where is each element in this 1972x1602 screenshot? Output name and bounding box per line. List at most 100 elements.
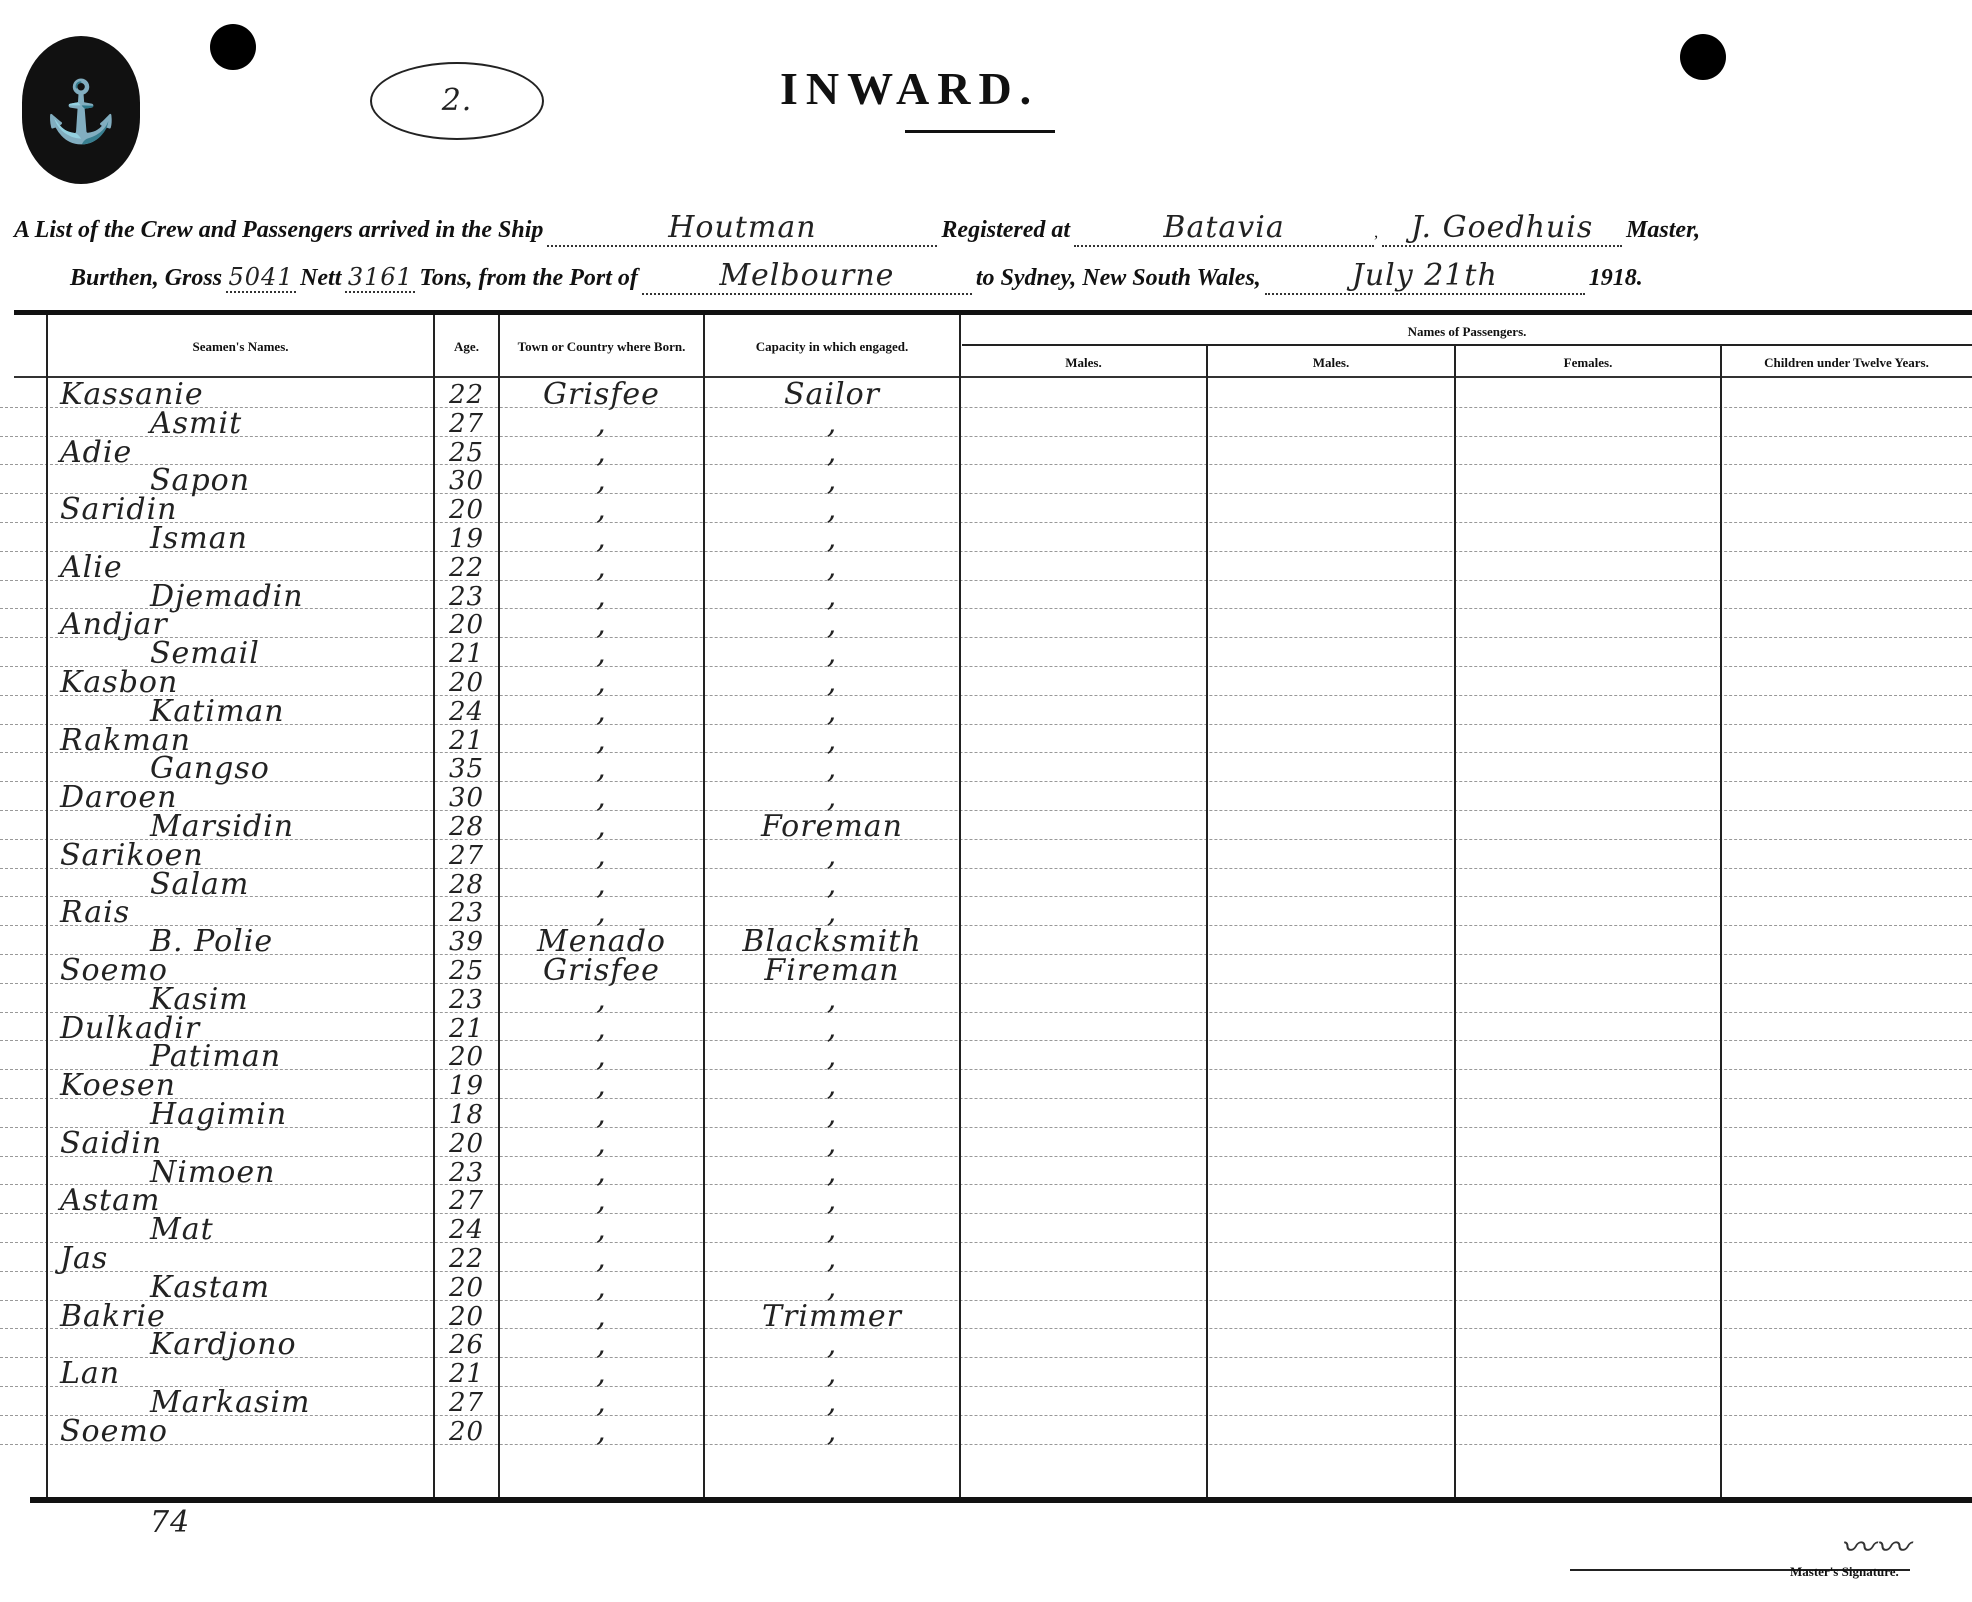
signature-label: Master's Signature. (1790, 1564, 1899, 1579)
header-line-2: Burthen, Gross 5041 Nett 3161 Tons, from… (70, 258, 1970, 295)
crew-name: Asmit (150, 405, 243, 441)
column-divider (433, 315, 435, 1497)
crew-capacity: , (826, 1327, 838, 1363)
crew-row: Astam 27,, (0, 1183, 1972, 1219)
crew-row: Salam 28,, (0, 867, 1972, 901)
crew-age: 21 (448, 725, 485, 756)
crew-age: 21 (448, 639, 485, 670)
punch-hole (1680, 34, 1726, 80)
crew-name: Bakrie (60, 1298, 166, 1334)
crew-age: 23 (448, 898, 485, 929)
crew-row: Rakman 21,, (0, 722, 1972, 758)
crew-capacity: , (826, 780, 838, 816)
crew-name: Kassanie (60, 377, 204, 412)
column-divider (703, 315, 705, 1497)
crew-birthplace: Menado (537, 924, 666, 960)
crew-capacity: , (826, 1385, 838, 1420)
crew-row: Isman 19,, (0, 521, 1972, 556)
crew-name: Kasim (150, 981, 249, 1017)
crew-birthplace: , (596, 405, 607, 441)
crew-capacity: , (826, 1212, 838, 1248)
crew-row: Dulkadir 21,, (0, 1010, 1972, 1046)
crew-name: Andjar (60, 607, 168, 643)
list-label: A List of the Crew and Passengers arrive… (14, 217, 544, 243)
gross-tons: 5041 (226, 263, 297, 293)
crew-name: Koesen (60, 1068, 176, 1104)
burthen-label: Burthen, Gross (70, 265, 223, 291)
crew-age: 28 (448, 869, 485, 900)
crew-name: Markasim (150, 1385, 311, 1420)
crew-row: Kasbon 20,, (0, 666, 1972, 699)
col-header-age: Age. (454, 338, 479, 354)
crew-row: B. Polie 39 Menado Blacksmith (0, 924, 1972, 960)
crew-name: Jas (60, 1241, 109, 1276)
column-divider (1206, 346, 1208, 1497)
crew-capacity: , (826, 1356, 838, 1392)
crew-row: Jas 22,, (0, 1241, 1972, 1276)
crew-age: 20 (448, 610, 485, 641)
crew-age: 23 (448, 984, 485, 1015)
anchor-icon: ⚓ (43, 79, 119, 145)
crew-row: Asmit 27,, (0, 405, 1972, 441)
crew-name: Daroen (60, 780, 178, 816)
ship-name: Houtman (547, 210, 938, 247)
crew-capacity: , (826, 722, 838, 758)
crew-age: 26 (448, 1330, 485, 1361)
arrival-year: 1918 (1588, 265, 1637, 291)
crew-birthplace: , (596, 1269, 607, 1305)
crew-capacity: , (826, 1269, 838, 1305)
crew-row: Bakrie 20, Trimmer (0, 1298, 1972, 1334)
crew-name: Nimoen (150, 1154, 276, 1190)
crew-capacity: , (826, 521, 838, 556)
passengers-rule (962, 344, 1972, 346)
crew-birthplace: , (596, 1125, 607, 1161)
crew-age: 20 (448, 1128, 485, 1159)
crew-name: Saidin (60, 1125, 163, 1161)
crew-name: Kastam (150, 1269, 271, 1305)
crew-row: Kardjono 26,, (0, 1327, 1972, 1363)
crew-capacity: Fireman (764, 953, 900, 988)
crew-age: 19 (448, 1071, 485, 1102)
crew-age: 28 (448, 812, 485, 842)
crew-birthplace: , (596, 578, 607, 614)
crew-name: Sarikoen (60, 837, 204, 873)
master-signature: 〰〰 (1570, 1520, 1910, 1571)
crew-name: Sapon (150, 463, 251, 499)
crew-capacity: , (826, 981, 838, 1017)
crew-birthplace: , (596, 1154, 607, 1190)
crew-name: Saridin (60, 492, 178, 528)
arrival-date: July 21th (1264, 258, 1585, 295)
column-divider (1454, 346, 1456, 1497)
crew-birthplace: , (596, 1298, 607, 1334)
crew-birthplace: , (596, 1039, 607, 1075)
header-rule (14, 376, 1972, 378)
crew-age: 27 (448, 1388, 485, 1418)
crew-capacity: , (826, 1010, 838, 1046)
crew-row: Djemadin 23,, (0, 578, 1972, 614)
column-divider (46, 315, 48, 1497)
crew-row: Sapon 30,, (0, 463, 1972, 499)
crew-row: Nimoen 23,, (0, 1154, 1972, 1190)
crew-birthplace: , (596, 521, 607, 556)
from-port: Melbourne (641, 258, 972, 295)
crew-age: 20 (448, 1416, 485, 1447)
crew-age: 20 (448, 495, 485, 526)
crew-birthplace: , (596, 837, 607, 873)
crew-row: Daroen 30,, (0, 780, 1972, 816)
column-divider (498, 315, 500, 1497)
master-name: J. Goedhuis (1382, 210, 1623, 247)
crew-row: Mat 24,, (0, 1212, 1972, 1248)
nett-tons: 3161 (345, 263, 416, 293)
title-underline (905, 130, 1055, 133)
nett-label: Nett (300, 265, 342, 291)
crew-name: Hagimin (150, 1097, 288, 1132)
crew-name: Katiman (150, 693, 285, 729)
col-header-capacity: Capacity in which engaged. (755, 338, 909, 354)
crew-row: Kassanie 22 Grisfee Sailor (0, 377, 1972, 412)
crew-birthplace: , (596, 981, 607, 1017)
crew-birthplace: , (596, 1183, 607, 1219)
col-header-males-1: Males. (1065, 354, 1102, 370)
crew-capacity: , (826, 1154, 838, 1190)
crew-birthplace: , (596, 1413, 607, 1449)
crew-age: 22 (448, 1244, 485, 1274)
